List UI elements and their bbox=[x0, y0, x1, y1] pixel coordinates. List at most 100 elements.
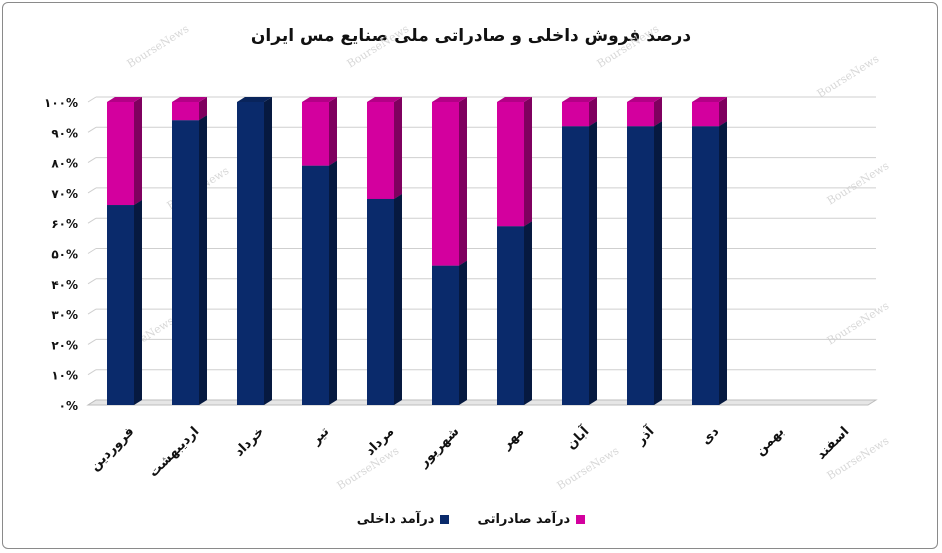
bar-side bbox=[134, 200, 142, 405]
bar-side bbox=[459, 260, 467, 405]
legend-swatch-export bbox=[576, 515, 586, 524]
watermark-text: BourseNews bbox=[555, 444, 622, 493]
bar-side bbox=[589, 97, 597, 127]
bar-side bbox=[654, 121, 662, 406]
gridline-diagonal bbox=[87, 248, 97, 254]
chart-title: درصد فروش داخلی و صادراتی ملی صنایع مس ا… bbox=[250, 26, 692, 46]
bar-face bbox=[562, 102, 589, 127]
floor-plane bbox=[86, 399, 878, 406]
bar-face bbox=[562, 126, 589, 406]
x-tick-label: فروردین bbox=[88, 424, 138, 474]
bar-top bbox=[692, 97, 727, 102]
x-tick-label: مهر bbox=[499, 424, 528, 453]
gridline-diagonal bbox=[87, 96, 97, 103]
bar-face bbox=[172, 102, 199, 121]
y-tick-label: ۴۰% bbox=[51, 278, 78, 292]
watermark-text: BourseNews bbox=[815, 52, 882, 101]
x-tick-label: آذر bbox=[631, 422, 657, 448]
gridline-diagonal bbox=[87, 187, 97, 194]
bar-side bbox=[459, 97, 467, 266]
bar-top bbox=[237, 97, 272, 102]
bar-export bbox=[562, 97, 597, 127]
y-tick-label: ۶۰% bbox=[51, 217, 78, 231]
bar-domestic bbox=[497, 221, 532, 405]
watermark-text: BourseNews bbox=[825, 159, 892, 208]
bar-domestic bbox=[432, 260, 467, 405]
bar-face bbox=[692, 126, 719, 406]
legend-swatch-domestic bbox=[440, 515, 450, 524]
bar-face bbox=[367, 102, 394, 199]
watermark-text: BourseNews bbox=[125, 22, 192, 71]
x-tick-label: بهمن bbox=[753, 424, 788, 459]
bar-top bbox=[432, 97, 467, 102]
x-tick-label: شهریور bbox=[416, 424, 463, 471]
y-tick-label: ۱۰% bbox=[51, 369, 78, 383]
bar-side bbox=[394, 97, 402, 199]
watermark-text: BourseNews bbox=[345, 22, 412, 71]
bar-side bbox=[589, 121, 597, 406]
x-tick-label: اردیبهشت bbox=[146, 424, 202, 480]
gridline-diagonal bbox=[87, 308, 97, 315]
bar-domestic bbox=[627, 121, 662, 406]
bar-export bbox=[172, 97, 207, 121]
bar-domestic bbox=[237, 97, 272, 405]
bar-export bbox=[107, 97, 142, 206]
bar-face bbox=[432, 102, 459, 266]
watermark-text: BourseNews bbox=[595, 22, 662, 71]
bar-face bbox=[497, 102, 524, 227]
bar-side bbox=[394, 193, 402, 405]
bar-face bbox=[302, 102, 329, 166]
x-tick-label: خرداد bbox=[232, 424, 268, 460]
y-tick-label: ۲۰% bbox=[51, 338, 78, 352]
gridline-diagonal bbox=[87, 369, 97, 376]
y-tick-label: ۷۰% bbox=[51, 187, 78, 201]
legend-item-export: درآمد صادراتی bbox=[477, 512, 586, 527]
bar-face bbox=[692, 102, 719, 127]
y-tick-label: ۹۰% bbox=[51, 126, 78, 140]
bar-face bbox=[302, 165, 329, 405]
bar-face bbox=[107, 102, 134, 206]
y-tick-label: ۱۰۰% bbox=[44, 96, 78, 110]
bar-face bbox=[627, 126, 654, 406]
legend-item-domestic: درآمد داخلی bbox=[357, 512, 450, 527]
bar-side bbox=[329, 160, 337, 405]
plot-floor bbox=[86, 399, 878, 406]
bar-side bbox=[719, 97, 727, 127]
bar-domestic bbox=[692, 121, 727, 406]
bar-face bbox=[367, 198, 394, 405]
gridline-diagonal bbox=[87, 157, 97, 164]
bar-face bbox=[432, 265, 459, 405]
bar-side bbox=[329, 97, 337, 166]
bar-side bbox=[199, 97, 207, 121]
bar-side bbox=[524, 221, 532, 405]
legend: درآمد صادراتی درآمد داخلی bbox=[0, 512, 942, 527]
x-axis: فروردین اردیبهشت خرداد تیر مرداد شهریور مهر آبا… bbox=[88, 422, 853, 480]
bar-face bbox=[172, 120, 199, 406]
bar-face bbox=[497, 226, 524, 405]
gridline-diagonal bbox=[87, 278, 97, 285]
bar-export bbox=[627, 97, 662, 127]
bar-export bbox=[692, 97, 727, 127]
bar-export bbox=[367, 97, 402, 199]
y-axis: ۰% ۱۰% ۲۰% ۳۰% ۴۰% ۵۰% ۶۰% ۷۰% ۸۰% ۹۰% ۱۰۰% bbox=[44, 96, 78, 413]
bar-top bbox=[497, 97, 532, 102]
bar-side bbox=[264, 97, 272, 405]
bar-top bbox=[302, 97, 337, 102]
bar-domestic bbox=[172, 115, 207, 406]
bar-top bbox=[627, 97, 662, 102]
bar-top bbox=[562, 97, 597, 102]
bar-domestic bbox=[367, 193, 402, 405]
x-tick-label: آبان bbox=[562, 422, 592, 452]
watermark-text: BourseNews bbox=[825, 299, 892, 348]
y-tick-label: ۵۰% bbox=[51, 248, 78, 262]
bar-top bbox=[172, 97, 207, 102]
bar-side bbox=[719, 121, 727, 406]
y-tick-label: ۰% bbox=[59, 399, 78, 413]
gridline-diagonal bbox=[87, 126, 97, 133]
legend-label-domestic: درآمد داخلی bbox=[356, 512, 435, 527]
bar-domestic bbox=[562, 121, 597, 406]
legend-label-export: درآمد صادراتی bbox=[477, 512, 571, 527]
bar-top bbox=[107, 97, 142, 102]
